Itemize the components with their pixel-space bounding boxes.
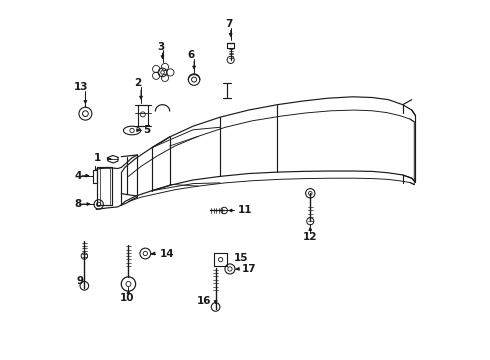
Text: 16: 16 <box>196 296 211 306</box>
Text: 8: 8 <box>74 199 82 209</box>
Text: 1: 1 <box>94 153 101 163</box>
Text: 5: 5 <box>143 125 150 135</box>
Text: 12: 12 <box>303 232 318 242</box>
Text: 9: 9 <box>76 276 84 286</box>
Text: 6: 6 <box>188 50 195 60</box>
Text: 17: 17 <box>242 264 257 274</box>
Text: 7: 7 <box>225 19 233 29</box>
Text: 2: 2 <box>134 78 141 88</box>
Text: 10: 10 <box>120 293 135 303</box>
Text: 15: 15 <box>234 253 249 263</box>
Text: 13: 13 <box>74 82 88 92</box>
Text: 3: 3 <box>157 42 164 51</box>
Text: 11: 11 <box>238 206 252 216</box>
Text: 14: 14 <box>160 248 174 258</box>
Text: 4: 4 <box>74 171 82 181</box>
